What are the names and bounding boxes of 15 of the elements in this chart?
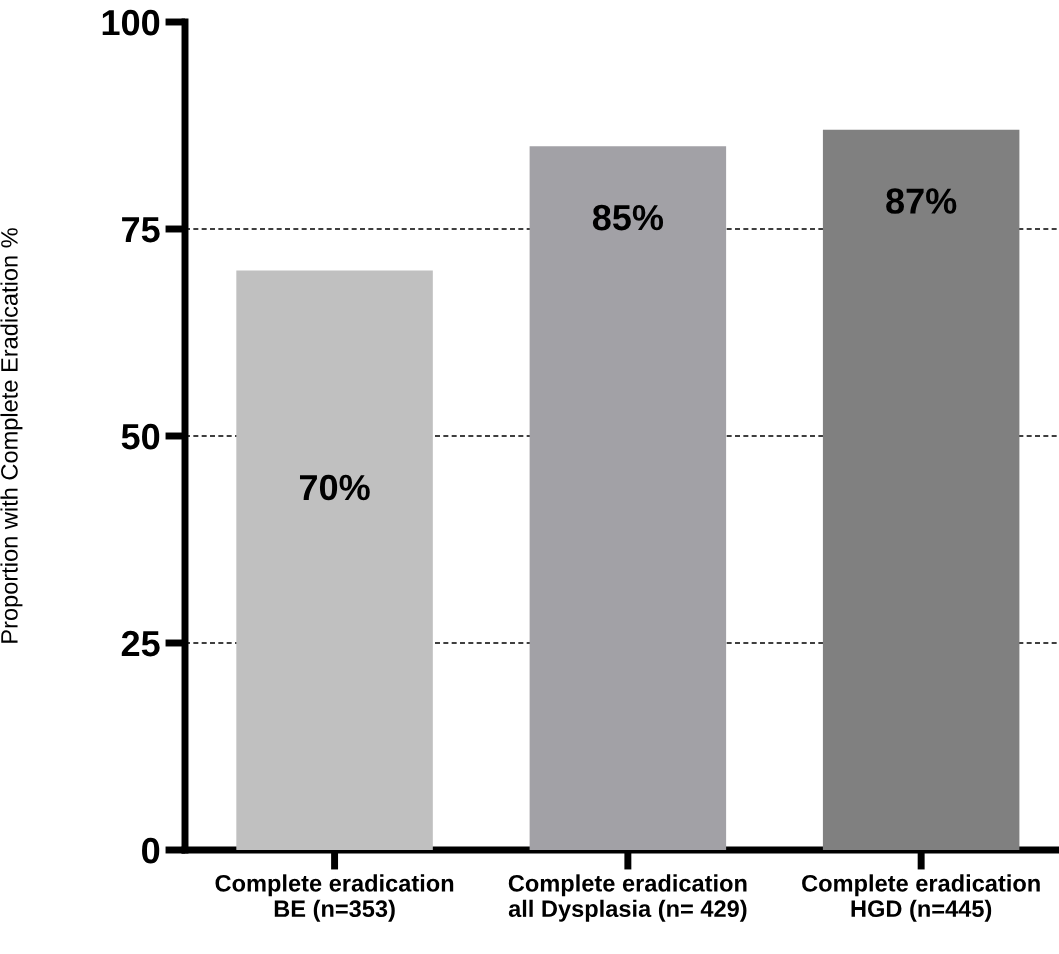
y-tick-label: 50 xyxy=(121,423,160,450)
bar xyxy=(529,146,727,850)
y-tick-label: 75 xyxy=(122,217,160,243)
bar xyxy=(822,129,1020,850)
data-label: 87% xyxy=(886,188,957,214)
x-tick-label: Complete eradication HGD (n=445) xyxy=(802,874,1040,922)
bar xyxy=(236,270,433,850)
x-tick-label: Complete eradication BE (n=353) xyxy=(215,874,454,922)
y-tick-label: 100 xyxy=(102,9,160,36)
data-label: 85% xyxy=(592,204,664,231)
y-tick-label: 25 xyxy=(121,630,160,657)
y-axis-title: Proportion with Complete Eradication % xyxy=(0,228,23,643)
x-tick-label: Complete eradication all Dysplasia (n= 429) xyxy=(508,874,747,922)
y-tick-label: 0 xyxy=(142,837,160,864)
data-label: 70% xyxy=(299,474,370,501)
